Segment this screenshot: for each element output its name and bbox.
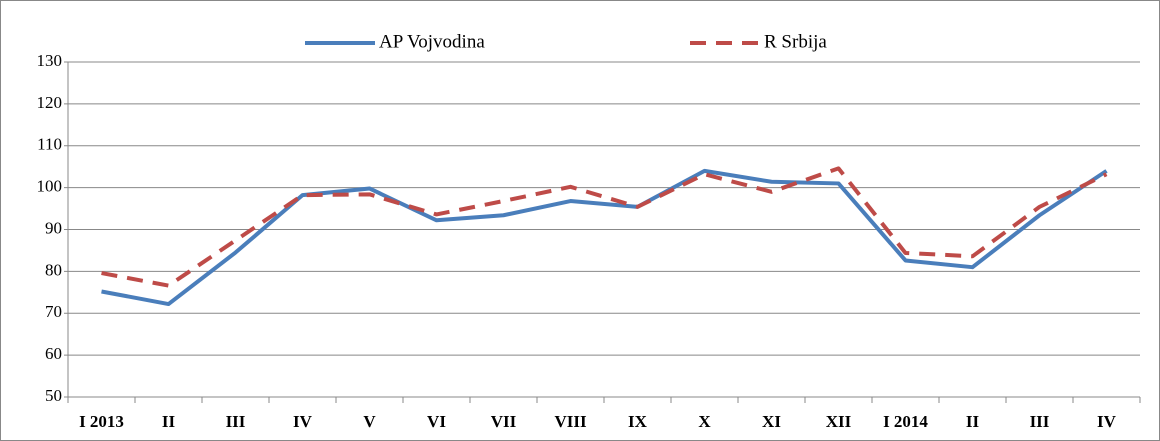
- x-tick-label: XII: [826, 412, 852, 431]
- x-tick-label: XI: [762, 412, 781, 431]
- x-tick-label: II: [966, 412, 980, 431]
- legend-label: R Srbija: [764, 31, 827, 52]
- legend-label: AP Vojvodina: [379, 31, 485, 52]
- x-tick-label: VIII: [554, 412, 587, 431]
- y-tick-label: 60: [45, 344, 62, 363]
- x-tick-label: VII: [491, 412, 517, 431]
- x-tick-label: VI: [427, 412, 446, 431]
- x-tick-label: III: [1030, 412, 1050, 431]
- x-tick-label: II: [162, 412, 176, 431]
- x-tick-label: V: [363, 412, 376, 431]
- x-tick-label: IV: [1097, 412, 1117, 431]
- series-line: [101, 166, 1108, 288]
- x-tick-label: IV: [293, 412, 313, 431]
- x-tick-label: IX: [628, 412, 648, 431]
- y-tick-label: 50: [45, 386, 62, 405]
- y-tick-label: 90: [45, 218, 62, 237]
- x-tick-label: III: [226, 412, 246, 431]
- x-tick-label: X: [698, 412, 711, 431]
- y-tick-label: 100: [37, 177, 63, 196]
- y-tick-label: 130: [37, 51, 63, 70]
- y-tick-label: 80: [45, 260, 62, 279]
- x-tick-label: I 2013: [79, 412, 124, 431]
- y-tick-label: 70: [45, 302, 62, 321]
- y-tick-label: 110: [37, 135, 62, 154]
- y-tick-label: 120: [37, 93, 63, 112]
- series-line: [101, 168, 1108, 307]
- x-tick-label: I 2014: [883, 412, 928, 431]
